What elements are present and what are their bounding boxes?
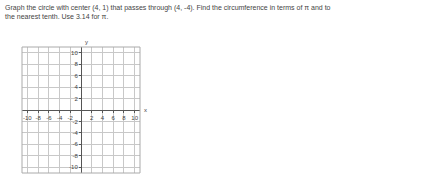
svg-text:-6: -6 — [72, 141, 78, 147]
svg-text:y: y — [85, 39, 88, 45]
svg-text:6: 6 — [74, 73, 78, 79]
svg-text:4: 4 — [74, 84, 78, 90]
svg-text:-10: -10 — [69, 164, 78, 170]
svg-text:-8: -8 — [72, 153, 78, 159]
svg-text:6: 6 — [112, 115, 116, 121]
svg-text:-4: -4 — [72, 130, 78, 136]
svg-text:-6: -6 — [46, 115, 52, 121]
svg-text:4: 4 — [101, 115, 105, 121]
svg-text:8: 8 — [74, 61, 78, 67]
svg-text:-10: -10 — [23, 115, 32, 121]
svg-text:-2: -2 — [68, 115, 74, 121]
svg-text:-8: -8 — [35, 115, 41, 121]
svg-text:2: 2 — [90, 115, 94, 121]
svg-text:2: 2 — [74, 96, 78, 102]
svg-text:-2: -2 — [72, 119, 78, 125]
svg-text:10: 10 — [131, 115, 138, 121]
svg-text:8: 8 — [122, 115, 126, 121]
svg-text:Graph the circle with center (: Graph the circle with center (4, 1) that… — [5, 4, 331, 20]
svg-text:-4: -4 — [57, 115, 63, 121]
svg-text:x: x — [144, 107, 147, 113]
svg-text:10: 10 — [71, 50, 78, 56]
